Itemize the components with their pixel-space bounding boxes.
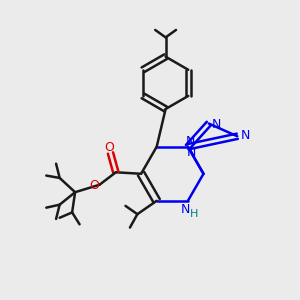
Text: N: N	[181, 202, 190, 216]
Text: O: O	[105, 141, 115, 154]
Text: H: H	[190, 209, 199, 220]
Text: N: N	[187, 146, 196, 159]
Text: N: N	[186, 136, 195, 148]
Text: N: N	[212, 118, 221, 131]
Text: O: O	[89, 179, 99, 192]
Text: N: N	[240, 129, 250, 142]
